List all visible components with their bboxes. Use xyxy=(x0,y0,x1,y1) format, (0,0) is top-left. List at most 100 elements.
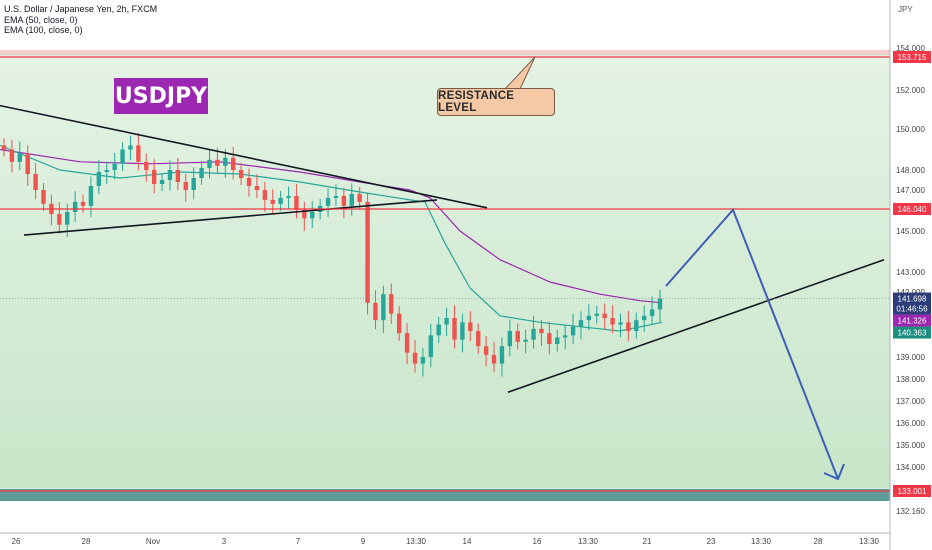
chart-legend: U.S. Dollar / Japanese Yen, 2h, FXCM EMA… xyxy=(4,4,157,36)
zone-top-white xyxy=(0,0,890,50)
ticker-label: USDJPY xyxy=(114,78,208,114)
candle-body xyxy=(270,199,275,204)
trendline-lower-ascending xyxy=(23,199,438,236)
candle-body xyxy=(341,195,347,206)
candle-body xyxy=(151,170,157,184)
price-tag-text: 141.698 xyxy=(898,295,927,304)
candle-body xyxy=(9,149,15,162)
y-tick-label: 154.000 xyxy=(896,44,925,53)
projection-line xyxy=(665,207,839,480)
price-tag-text: 153.715 xyxy=(898,53,927,62)
candle-body xyxy=(562,335,568,338)
trendlines xyxy=(0,104,885,393)
candle-body xyxy=(41,190,46,204)
candle-body xyxy=(136,145,141,162)
candle-body xyxy=(594,313,599,316)
candle-body xyxy=(641,315,647,321)
candle-body xyxy=(57,214,62,225)
y-tick-label: 138.000 xyxy=(896,375,925,384)
candle-body xyxy=(531,328,536,340)
price-tag-text: 133.001 xyxy=(898,487,927,496)
candle-body xyxy=(373,302,378,321)
legend-symbol: U.S. Dollar / Japanese Yen, 2h, FXCM xyxy=(4,4,158,14)
background-zones xyxy=(0,0,890,501)
candle-body xyxy=(231,157,236,170)
candle-body xyxy=(246,178,252,186)
price-tag-text: 146.040 xyxy=(898,205,927,214)
x-tick-label: 13:30 xyxy=(578,537,599,546)
candle-body xyxy=(25,153,30,174)
candle-body xyxy=(523,339,528,342)
candle-body xyxy=(167,170,173,180)
y-tick-label: 143.000 xyxy=(896,268,925,277)
price-tag-last xyxy=(893,292,931,305)
candle-body xyxy=(539,328,544,334)
x-tick-label: 3 xyxy=(222,537,227,546)
candle-body xyxy=(468,322,473,331)
price-tag-ema100 xyxy=(893,314,931,327)
x-tick-label: 13:30 xyxy=(751,537,772,546)
candle-body xyxy=(183,182,188,190)
projection-arrowhead xyxy=(823,463,845,481)
candle-body xyxy=(460,322,465,340)
candle-body xyxy=(547,333,552,344)
y-tick-label: 152.000 xyxy=(896,86,925,95)
y-tick-label: 145.000 xyxy=(896,227,925,236)
x-tick-label: 13:30 xyxy=(859,537,880,546)
candle-body xyxy=(104,170,109,172)
candle-body xyxy=(649,309,655,316)
candle-body xyxy=(626,322,631,331)
candle-body xyxy=(515,331,520,342)
trendline-lower-support xyxy=(507,258,885,393)
y-tick-label: 150.000 xyxy=(896,125,925,134)
candle-body xyxy=(634,320,639,331)
candle-body xyxy=(491,354,497,364)
x-tick-label: 23 xyxy=(707,537,716,546)
candle-body xyxy=(357,193,362,202)
x-tick-label: Nov xyxy=(146,537,160,546)
y-tick-label: 147.000 xyxy=(896,186,925,195)
candle-body xyxy=(555,337,560,344)
candle-body xyxy=(452,318,457,340)
candle-body xyxy=(333,195,339,198)
x-tick-label: 13:30 xyxy=(406,537,427,546)
candle-body xyxy=(444,318,449,325)
candle-body xyxy=(436,324,441,336)
candle-body xyxy=(310,211,315,219)
candle-body xyxy=(223,157,228,166)
candle-body xyxy=(191,178,196,190)
price-tag-text: 01:46:56 xyxy=(896,305,928,314)
candle-body xyxy=(420,357,426,364)
candle-body xyxy=(238,170,244,178)
price-tag-countdown xyxy=(893,302,931,315)
price-tag-resistance xyxy=(893,485,931,497)
candle-body xyxy=(349,193,354,206)
candle-body xyxy=(602,313,607,318)
candle-body xyxy=(286,195,291,198)
y-tick-label: 142.000 xyxy=(896,288,925,297)
x-tick-label: 26 xyxy=(12,537,21,546)
candle-body xyxy=(610,318,615,325)
candle-body xyxy=(199,167,204,178)
candle-body xyxy=(128,145,133,150)
candle-body xyxy=(254,186,260,190)
y-axis: 154.000 152.000 150.000 148.000 147.000 145.0… xyxy=(896,44,925,516)
candles xyxy=(1,133,663,377)
price-tag-resistance xyxy=(893,203,931,215)
candle-body xyxy=(389,294,394,314)
y-tick-label: 148.000 xyxy=(896,166,925,175)
x-tick-label: 16 xyxy=(533,537,542,546)
y-tick-label: 135.000 xyxy=(896,441,925,450)
candle-body xyxy=(120,149,125,164)
candle-body xyxy=(325,197,331,206)
x-tick-label: 14 xyxy=(463,537,472,546)
candle-body xyxy=(657,298,663,310)
x-axis: 26 28 Nov 3 7 9 13:30 14 16 13:30 21 23 13:30 28 13:30 xyxy=(12,537,880,546)
zone-gradient xyxy=(0,56,890,488)
candle-body xyxy=(278,197,283,204)
zone-top-band xyxy=(0,50,890,55)
candle-body xyxy=(80,201,86,206)
candle-body xyxy=(72,201,78,212)
